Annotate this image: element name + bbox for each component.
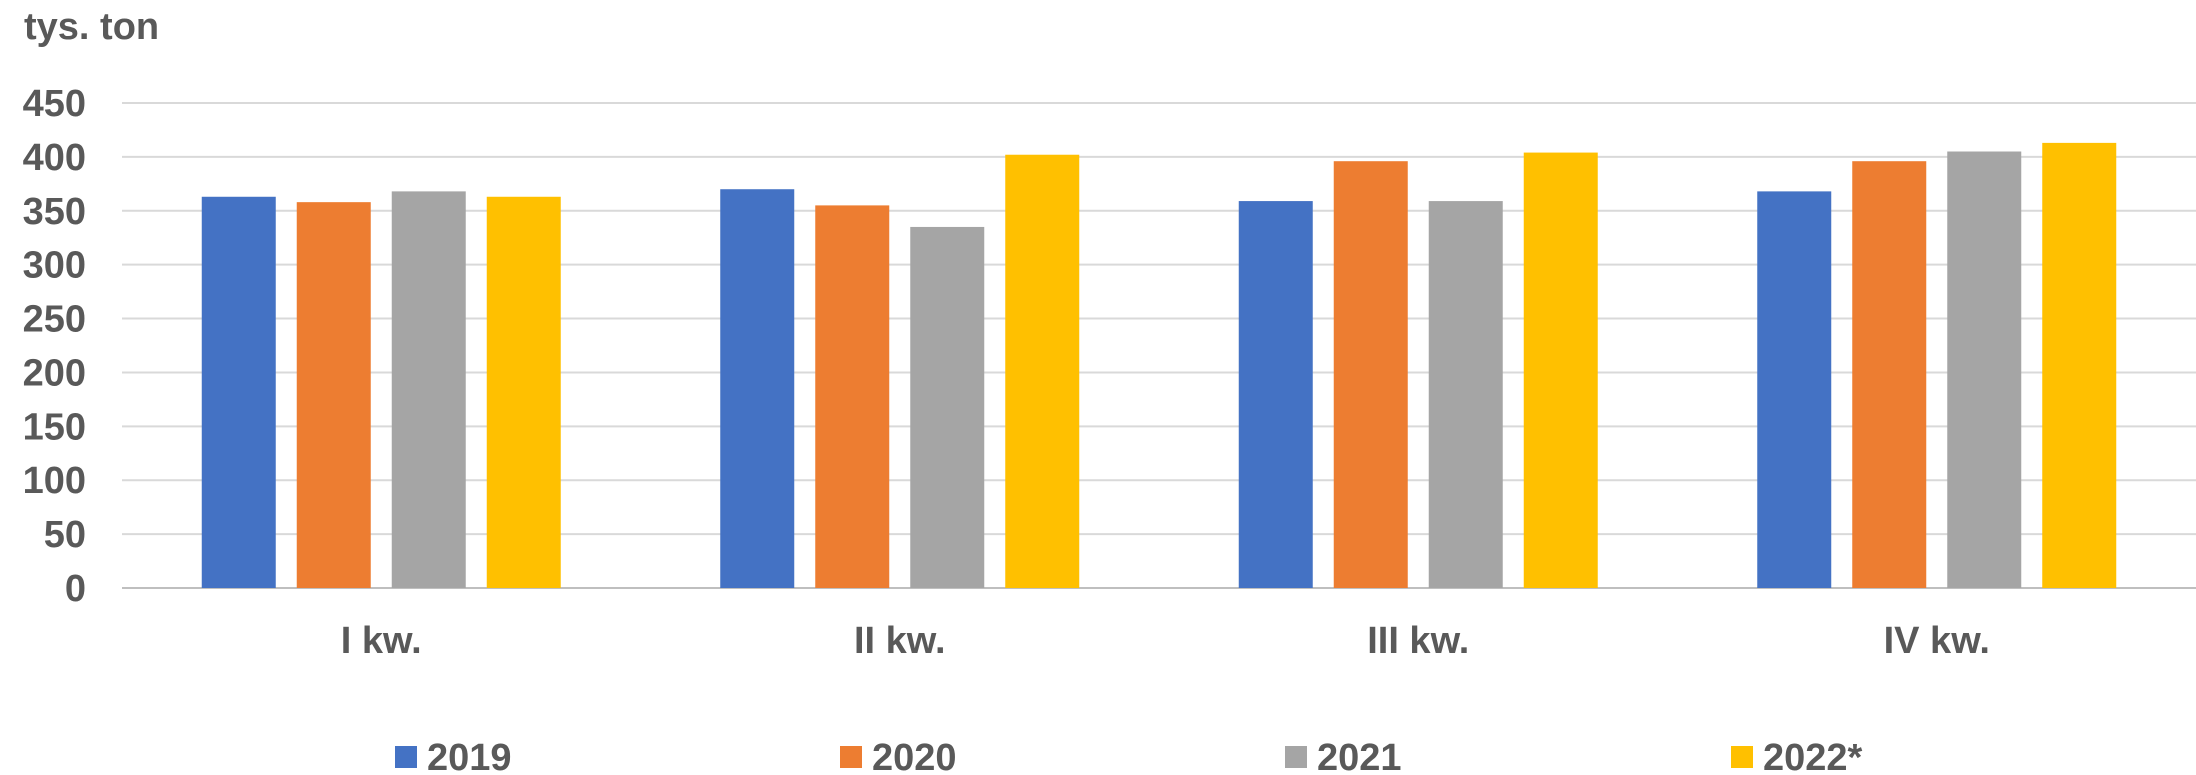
bar-2019-4: [1757, 191, 1832, 588]
y-tick-label: 400: [23, 137, 86, 179]
bar-2021-1: [391, 191, 466, 588]
legend-label: 2021: [1317, 737, 1402, 775]
y-tick-label: 100: [23, 460, 86, 502]
y-axis-unit-label: tys. ton: [24, 6, 160, 48]
bar-2019-2: [720, 189, 795, 588]
x-tick-label: II kw.: [854, 620, 946, 662]
x-axis-ticks: I kw. II kw. III kw. IV kw.: [341, 620, 1990, 662]
legend-swatch: [1285, 746, 1307, 768]
legend-label: 2019: [427, 737, 512, 775]
bar-2021-2: [910, 226, 985, 588]
legend-swatch: [1731, 746, 1753, 768]
bar-2020-1: [296, 202, 371, 588]
y-tick-label: 0: [65, 568, 86, 610]
x-tick-label: I kw.: [341, 620, 422, 662]
y-tick-label: 150: [23, 406, 86, 448]
legend-swatch: [840, 746, 862, 768]
bar-2022-2: [1005, 154, 1080, 588]
bar-2022-1: [486, 196, 561, 588]
bar-2019-1: [201, 196, 276, 588]
bar-2020-2: [815, 205, 890, 588]
legend-swatch: [395, 746, 417, 768]
y-tick-label: 300: [23, 245, 86, 287]
y-tick-label: 450: [23, 83, 86, 125]
x-tick-label: III kw.: [1367, 620, 1469, 662]
y-tick-label: 250: [23, 299, 86, 341]
bar-2022-4: [2042, 142, 2117, 588]
bar-2022-3: [1523, 152, 1598, 589]
y-tick-label: 200: [23, 352, 86, 394]
bar-2021-3: [1428, 201, 1503, 589]
x-tick-label: IV kw.: [1884, 620, 1990, 662]
y-tick-label: 50: [44, 514, 86, 556]
bar-2021-4: [1947, 151, 2022, 588]
y-tick-label: 350: [23, 191, 86, 233]
bar-2020-4: [1852, 161, 1927, 588]
y-axis-ticks: 0 50 100 150 200 250 300 350 400 450: [23, 83, 86, 610]
legend-label: 2020: [872, 737, 957, 775]
bars: [201, 142, 2117, 589]
gridlines: [122, 102, 2196, 589]
bar-2020-3: [1333, 161, 1408, 588]
legend-label: 2022*: [1763, 737, 1863, 775]
bar-2019-3: [1238, 201, 1313, 589]
legend: 2019 2020 2021 2022*: [395, 737, 1863, 775]
